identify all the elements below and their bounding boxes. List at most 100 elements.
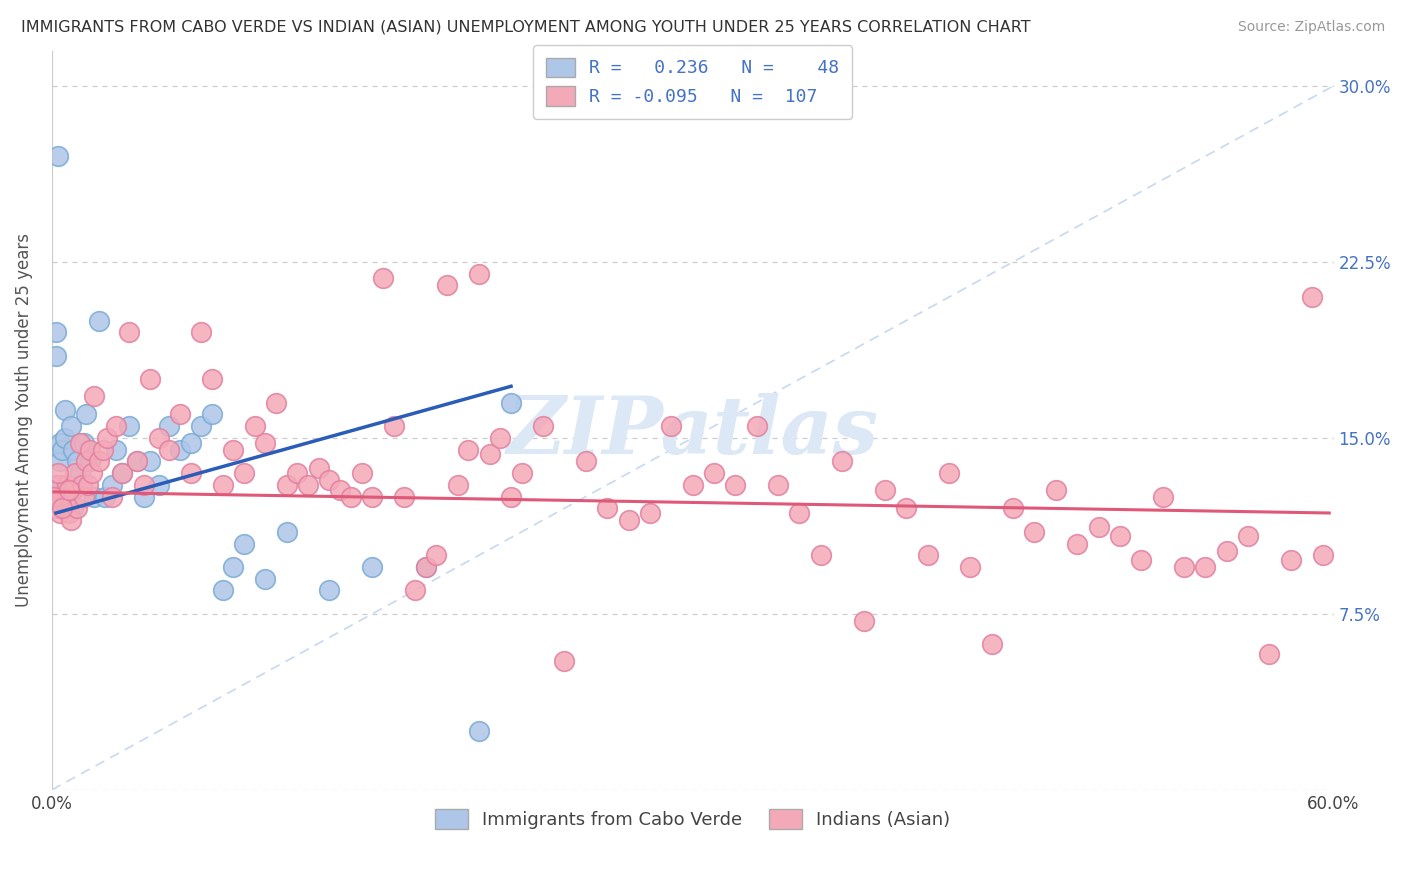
Point [659,419,682,434]
Point [83,389,105,403]
Point [938,466,960,480]
Point [682,478,704,492]
Point [45,326,67,340]
Point [104,419,127,434]
Point [959,560,981,574]
Point [553,654,575,668]
Point [468,724,491,739]
Point [1237,529,1260,543]
Point [73,490,96,504]
Point [75,408,97,422]
Point [104,442,127,457]
Text: IMMIGRANTS FROM CABO VERDE VS INDIAN (ASIAN) UNEMPLOYMENT AMONG YOUTH UNDER 25 Y: IMMIGRANTS FROM CABO VERDE VS INDIAN (AS… [21,20,1031,35]
Point [139,372,162,386]
Text: ZIPatlas: ZIPatlas [506,392,879,470]
Point [1152,490,1174,504]
Point [468,267,491,281]
Point [53,402,76,417]
Point [1173,560,1195,574]
Point [745,419,768,434]
Point [831,454,853,468]
Point [340,490,363,504]
Point [169,442,191,457]
Point [79,442,101,457]
Point [896,501,918,516]
Point [394,490,416,504]
Point [361,490,384,504]
Point [53,497,76,511]
Point [42,490,65,504]
Point [287,466,309,480]
Y-axis label: Unemployment Among Youth under 25 years: Unemployment Among Youth under 25 years [15,234,32,607]
Point [1258,647,1281,661]
Point [382,419,405,434]
Point [1002,501,1025,516]
Point [446,478,468,492]
Text: Source: ZipAtlas.com: Source: ZipAtlas.com [1237,20,1385,34]
Point [111,466,134,480]
Point [980,637,1002,651]
Point [96,431,118,445]
Point [46,490,69,504]
Point [489,431,512,445]
Point [49,435,72,450]
Point [1087,520,1109,534]
Point [45,349,67,363]
Point [425,548,447,562]
Point [51,442,73,457]
Point [148,478,170,492]
Point [1194,560,1216,574]
Point [201,408,224,422]
Point [276,478,298,492]
Point [46,466,69,480]
Point [318,473,340,487]
Point [118,419,141,434]
Point [77,478,100,492]
Point [478,447,501,461]
Point [852,614,875,628]
Point [46,149,69,163]
Point [127,454,149,468]
Point [1109,529,1132,543]
Point [873,483,896,497]
Point [127,454,149,468]
Point [766,478,789,492]
Point [297,478,319,492]
Point [1312,548,1334,562]
Point [118,326,141,340]
Point [233,536,256,550]
Point [58,483,80,497]
Point [211,478,233,492]
Point [254,435,277,450]
Point [94,490,117,504]
Point [148,431,170,445]
Point [87,454,110,468]
Point [318,583,340,598]
Point [111,466,134,480]
Point [180,466,202,480]
Point [1301,290,1323,304]
Point [51,478,73,492]
Point [190,326,212,340]
Point [139,454,162,468]
Point [157,419,180,434]
Point [55,478,77,492]
Point [264,395,287,409]
Point [180,435,202,450]
Point [100,490,122,504]
Point [917,548,939,562]
Point [45,501,67,516]
Legend: Immigrants from Cabo Verde, Indians (Asian): Immigrants from Cabo Verde, Indians (Asi… [427,802,957,837]
Point [510,466,533,480]
Point [59,419,82,434]
Point [329,483,352,497]
Point [575,454,598,468]
Point [65,466,87,480]
Point [1045,483,1067,497]
Point [1215,543,1237,558]
Point [457,442,479,457]
Point [49,454,72,468]
Point [58,506,80,520]
Point [49,506,72,520]
Point [79,454,101,468]
